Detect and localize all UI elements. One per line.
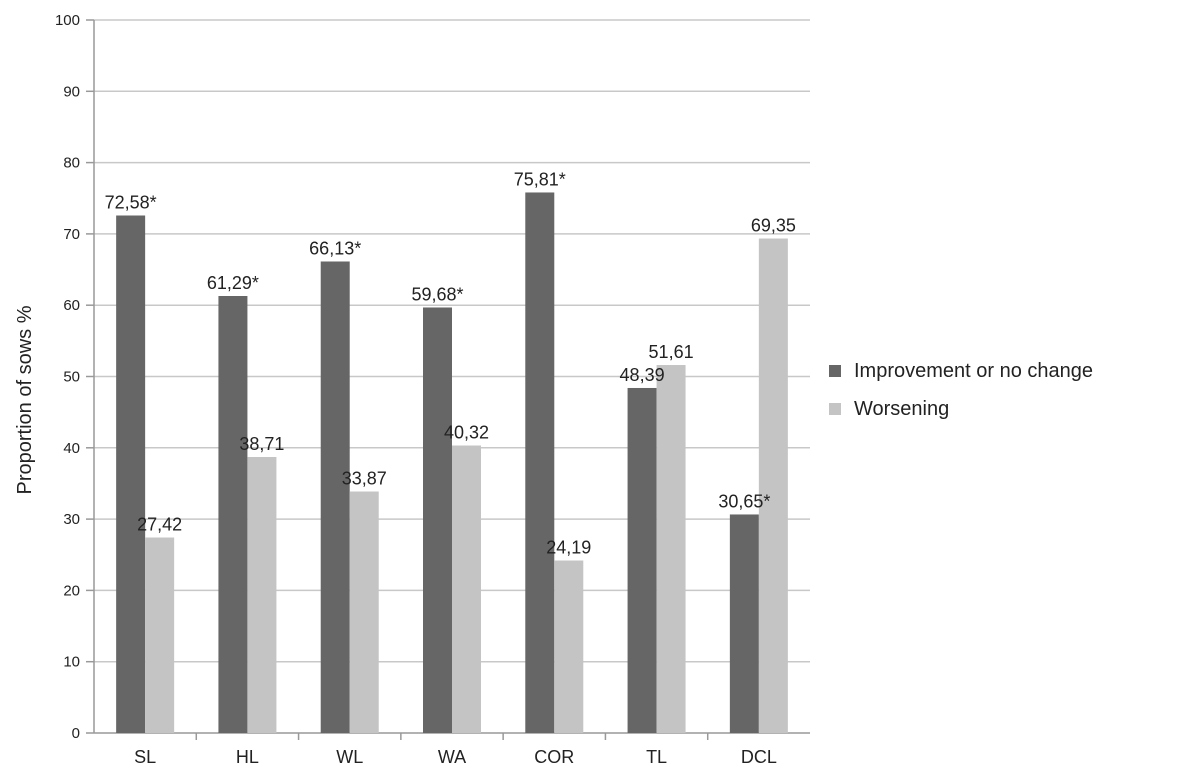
x-tick-label: HL	[236, 747, 259, 767]
data-label: 61,29*	[207, 273, 259, 293]
bar-worsening-sl	[145, 537, 175, 733]
data-labels: 72,58* 27,42 61,29* 38,71 66,13* 33,87 59,68* 4…	[105, 169, 796, 557]
data-label: 66,13*	[309, 238, 361, 258]
x-tick-label: WL	[336, 747, 363, 767]
axes: 0 10 20 30 40 50 60 70 80 90 100 SL HL WL WA COR TL DCL	[55, 12, 810, 767]
data-label: 69,35	[751, 216, 796, 236]
bar-improvement-sl	[116, 215, 146, 734]
data-label: 30,65*	[718, 491, 770, 511]
bar-improvement-tl	[627, 387, 657, 733]
legend: Improvement or no change Worsening	[829, 360, 1093, 420]
x-tick-label: DCL	[741, 747, 777, 767]
bar-worsening-dcl	[758, 238, 788, 734]
x-tick-label: TL	[646, 747, 667, 767]
x-tick-label: SL	[134, 747, 156, 767]
data-label: 24,19	[546, 538, 591, 558]
data-label: 40,32	[444, 423, 489, 443]
y-tick-label: 100	[55, 12, 80, 29]
y-tick-label: 80	[63, 155, 80, 172]
y-tick-label: 20	[63, 582, 80, 599]
data-label: 38,71	[239, 434, 284, 454]
y-tick-label: 50	[63, 369, 80, 386]
bar-worsening-wa	[452, 445, 481, 733]
data-label: 48,39	[620, 365, 665, 385]
bars	[116, 192, 788, 734]
x-tick-label: COR	[534, 747, 574, 767]
bar-worsening-tl	[656, 365, 686, 733]
legend-swatch	[829, 403, 841, 415]
legend-entry-label: Improvement or no change	[854, 360, 1093, 382]
data-label: 75,81*	[514, 169, 566, 189]
data-label: 72,58*	[105, 193, 157, 213]
bar-worsening-wl	[349, 491, 379, 733]
y-tick-label: 40	[63, 440, 80, 457]
data-label: 59,68*	[411, 284, 463, 304]
legend-entry-label: Worsening	[854, 398, 949, 420]
y-tick-label: 60	[63, 297, 80, 314]
data-label: 33,87	[342, 469, 387, 489]
bar-improvement-wa	[423, 307, 452, 733]
data-label: 27,42	[137, 514, 182, 534]
y-tick-label: 90	[63, 83, 80, 100]
y-tick-label: 70	[63, 226, 80, 243]
x-tick-label: WA	[438, 747, 466, 767]
bar-worsening-hl	[247, 456, 277, 733]
y-tick-label: 30	[63, 511, 80, 528]
y-axis-label: Proportion of sows %	[14, 305, 36, 494]
bar-improvement-hl	[218, 296, 248, 733]
bar-improvement-wl	[320, 261, 350, 733]
y-tick-label: 0	[72, 725, 80, 742]
bar-improvement-cor	[525, 192, 555, 733]
bar-worsening-cor	[554, 560, 584, 733]
y-tick-label: 10	[63, 654, 80, 671]
data-label: 51,61	[649, 342, 694, 362]
legend-swatch	[829, 365, 841, 377]
bar-improvement-dcl	[729, 514, 759, 733]
